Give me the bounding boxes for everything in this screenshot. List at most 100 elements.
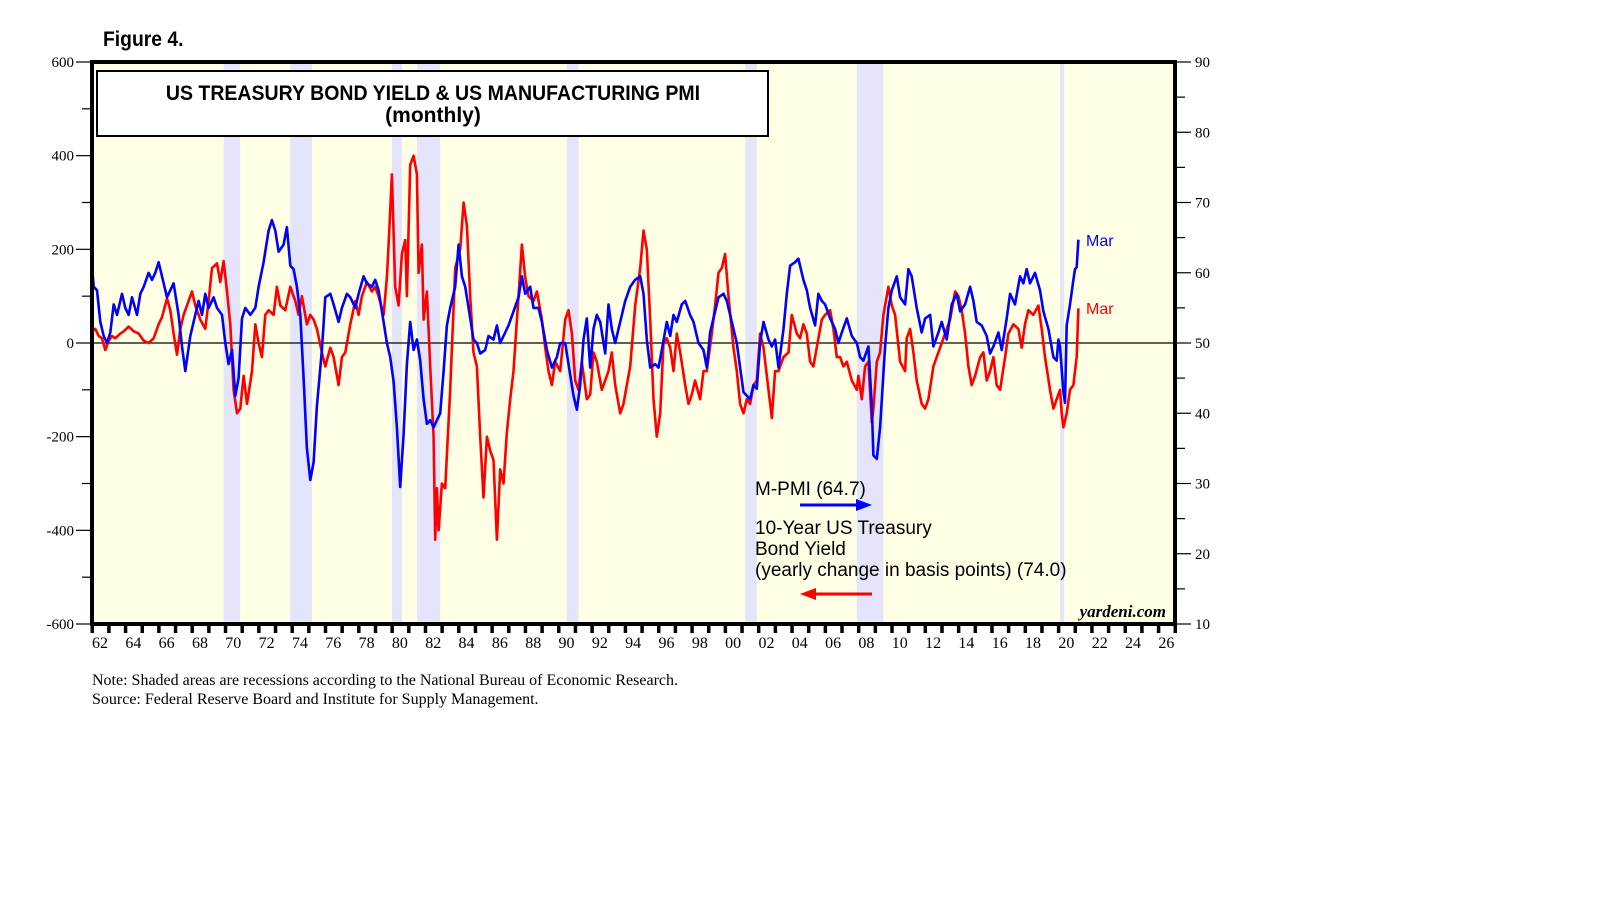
legend-yield-line1: 10-Year US Treasury <box>755 518 932 539</box>
x-tick-label: 84 <box>459 635 475 652</box>
x-tick <box>107 626 111 633</box>
x-tick <box>390 626 394 633</box>
x-tick-label: 10 <box>892 635 908 652</box>
note-recessions: Note: Shaded areas are recessions accord… <box>92 672 678 689</box>
x-tick <box>323 626 328 633</box>
right-tick-label: 90 <box>1195 55 1210 71</box>
x-tick <box>123 626 128 633</box>
x-tick-label: 12 <box>925 635 941 652</box>
x-tick-label: 06 <box>825 635 841 652</box>
x-tick-label: 70 <box>225 635 241 652</box>
right-tick-label: 60 <box>1195 266 1210 282</box>
right-tick-label: 10 <box>1195 617 1210 633</box>
x-tick-label: 00 <box>725 635 741 652</box>
x-tick-label: 78 <box>359 635 375 652</box>
x-tick <box>623 626 628 633</box>
right-tick-label: 20 <box>1195 547 1210 563</box>
right-tick-label: 50 <box>1195 336 1210 352</box>
x-tick <box>157 626 161 633</box>
x-tick-label: 24 <box>1125 635 1141 652</box>
x-tick <box>90 626 94 633</box>
pmi-end-label: Mar <box>1086 233 1114 250</box>
x-tick <box>1040 626 1044 633</box>
x-tick-label: 64 <box>125 635 141 652</box>
x-tick-label: 76 <box>325 635 341 652</box>
x-tick <box>257 626 261 633</box>
x-tick <box>223 626 228 633</box>
x-tick <box>340 626 344 633</box>
x-tick <box>423 626 428 633</box>
chart-notes: Note: Shaded areas are recessions accord… <box>92 671 678 709</box>
x-tick <box>690 626 694 633</box>
yield-line <box>91 154 1080 541</box>
x-tick <box>790 626 794 633</box>
left-tick-label: 0 <box>67 336 75 352</box>
x-tick <box>290 626 294 633</box>
x-tick <box>706 626 711 633</box>
x-tick <box>173 626 178 633</box>
x-tick-label: 02 <box>758 635 774 652</box>
figure-label: Figure 4. <box>103 28 184 51</box>
legend-yield-arrow-icon <box>800 588 872 600</box>
x-tick <box>523 626 528 633</box>
x-tick <box>940 626 944 633</box>
x-tick-label: 86 <box>492 635 508 652</box>
x-tick <box>490 626 494 633</box>
x-tick-label: 88 <box>525 635 541 652</box>
x-tick <box>540 626 544 633</box>
right-tick-label: 40 <box>1195 406 1210 422</box>
watermark: yardeni.com <box>1078 602 1166 621</box>
left-tick-label: -400 <box>47 523 75 539</box>
x-tick <box>457 626 461 633</box>
x-tick-label: 74 <box>292 635 308 652</box>
x-tick <box>890 626 894 633</box>
chart-subtitle: (monthly) <box>385 104 481 127</box>
x-tick <box>823 626 828 633</box>
x-tick <box>473 626 478 633</box>
x-tick <box>1156 626 1161 633</box>
x-tick-label: 26 <box>1158 635 1174 652</box>
x-tick <box>1006 626 1011 633</box>
x-tick <box>756 626 761 633</box>
x-tick <box>840 626 844 633</box>
x-tick-label: 04 <box>792 635 808 652</box>
x-tick-label: 08 <box>858 635 874 652</box>
x-tick <box>440 626 444 633</box>
x-tick <box>373 626 378 633</box>
legend-pmi-label: M-PMI (64.7) <box>755 479 866 500</box>
x-tick <box>557 626 561 633</box>
x-tick <box>640 626 644 633</box>
x-tick <box>190 626 194 633</box>
x-tick-label: 82 <box>425 635 441 652</box>
x-tick <box>207 626 211 633</box>
legend-pmi-arrow-icon <box>800 499 872 511</box>
x-tick-label: 96 <box>658 635 674 652</box>
left-tick-label: 600 <box>52 55 75 71</box>
x-tick <box>873 626 878 633</box>
x-tick-label: 72 <box>259 635 275 652</box>
yield-end-label: Mar <box>1086 301 1114 318</box>
x-tick-label: 18 <box>1025 635 1041 652</box>
x-tick <box>740 626 744 633</box>
left-tick-label: -200 <box>47 430 75 446</box>
x-tick-label: 68 <box>192 635 208 652</box>
x-tick <box>656 626 661 633</box>
x-tick <box>773 626 778 633</box>
x-tick <box>1140 626 1144 633</box>
x-tick <box>923 626 928 633</box>
right-tick-label: 80 <box>1195 125 1210 141</box>
pmi-line <box>90 218 1080 489</box>
x-tick-label: 14 <box>958 635 974 652</box>
x-tick <box>1023 626 1028 633</box>
x-tick-label: 20 <box>1058 635 1074 652</box>
x-tick <box>140 626 144 633</box>
plot-frame <box>90 60 1177 626</box>
x-tick <box>273 626 278 633</box>
x-tick-label: 16 <box>992 635 1008 652</box>
x-tick-label: 66 <box>159 635 175 652</box>
x-tick-label: 62 <box>92 635 108 652</box>
left-tick-label: 400 <box>52 149 75 165</box>
x-tick <box>407 626 411 633</box>
right-tick-label: 30 <box>1195 477 1210 493</box>
